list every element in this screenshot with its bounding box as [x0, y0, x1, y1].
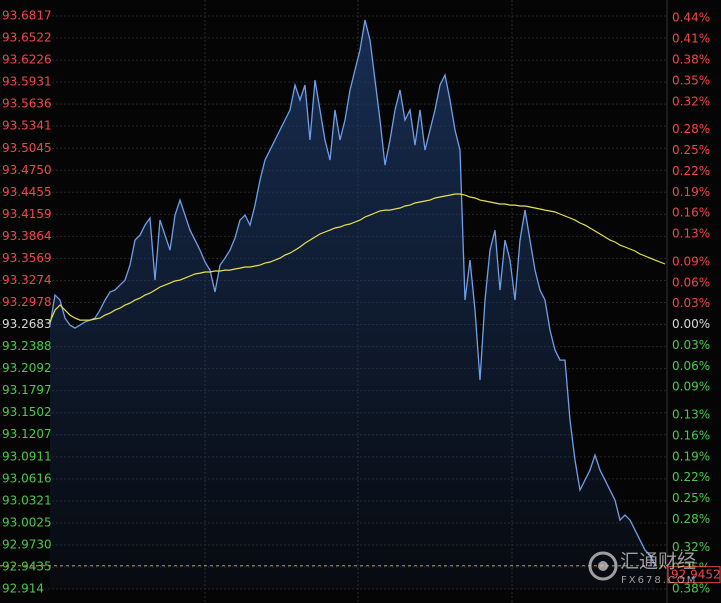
y-tick-label: 93.1797 [2, 383, 52, 397]
watermark-logo [598, 561, 608, 571]
y2-tick-label: 0.06% [672, 359, 710, 373]
y2-tick-label: 0.28% [672, 512, 710, 526]
y2-tick-label: 0.38% [672, 582, 710, 596]
y-tick-label: 93.4750 [2, 163, 52, 177]
last-price-box [667, 566, 721, 584]
y-tick-label: 93.5341 [2, 119, 52, 133]
watermark: 汇通财经 FX678.COM [588, 551, 697, 586]
price-area [50, 20, 655, 589]
y-tick-label: 93.4159 [2, 207, 52, 221]
y2-tick-label: 0.22% [672, 164, 710, 178]
y2-tick-label: 0.28% [672, 122, 710, 136]
y-tick-label: 92.9730 [2, 537, 52, 551]
watermark-logo [588, 551, 618, 581]
y-tick-label: 93.5931 [2, 75, 52, 89]
y-tick-label: 93.1207 [2, 427, 52, 441]
y2-tick-label: 0.44% [672, 11, 710, 25]
y2-tick-label: 0.22% [672, 470, 710, 484]
y2-tick-label: 0.09% [672, 380, 710, 394]
y-tick-label: 93.3569 [2, 251, 52, 265]
y-tick-label: 93.1502 [2, 405, 52, 419]
y-tick-label: 93.4455 [2, 185, 52, 199]
y2-tick-label: 0.13% [672, 227, 710, 241]
y2-tick-label: 0.03% [672, 338, 710, 352]
last-price-label: 92.9452 [671, 568, 721, 582]
y2-tick-label: 0.00% [672, 317, 710, 331]
y2-tick-label: 0.35% [672, 73, 710, 87]
y2-tick-label: 0.16% [672, 428, 710, 442]
y-tick-label: 93.6522 [2, 31, 52, 45]
price-line [49, 19, 656, 566]
average-line [49, 193, 666, 323]
y-tick-label: 93.2978 [2, 295, 52, 309]
y2-tick-label: 0.03% [672, 296, 710, 310]
y2-tick-label: 0.19% [672, 185, 710, 199]
y-tick-label: 93.6226 [2, 53, 52, 67]
y-tick-label: 93.0025 [2, 515, 52, 529]
y2-tick-label: 0.41% [672, 32, 710, 46]
y2-tick-label: 0.13% [672, 408, 710, 422]
y-tick-label: 93.2092 [2, 361, 52, 375]
watermark-title: 汇通财经 [620, 551, 696, 573]
y-tick-label: 93.3274 [2, 273, 52, 287]
y2-tick-label: 0.32% [672, 540, 710, 554]
y-tick-label: 93.0616 [2, 471, 52, 485]
y2-tick-label: 0.09% [672, 254, 710, 268]
y2-tick-label: 0.25% [672, 491, 710, 505]
y-tick-label: 93.5045 [2, 141, 52, 155]
y-tick-label: 93.2683 [2, 317, 52, 331]
y-tick-label: 93.3864 [2, 229, 52, 243]
y-tick-label: 93.2388 [2, 339, 52, 353]
y-tick-label: 93.0321 [2, 493, 52, 507]
y-tick-label: 92.9435 [2, 559, 52, 573]
y-tick-label: 93.6817 [2, 9, 52, 23]
y-tick-label: 93.0911 [2, 449, 52, 463]
y2-tick-label: 0.38% [672, 52, 710, 66]
y2-tick-label: 0.19% [672, 449, 710, 463]
y2-tick-label: 0.32% [672, 94, 710, 108]
y-tick-label: 92.914 [2, 582, 44, 596]
y2-tick-label: 0.06% [672, 275, 710, 289]
y2-tick-label: 0.25% [672, 143, 710, 157]
y-tick-label: 93.5636 [2, 97, 52, 111]
watermark-subtitle: FX678.COM [621, 575, 697, 586]
y2-tick-label: 0.16% [672, 206, 710, 220]
